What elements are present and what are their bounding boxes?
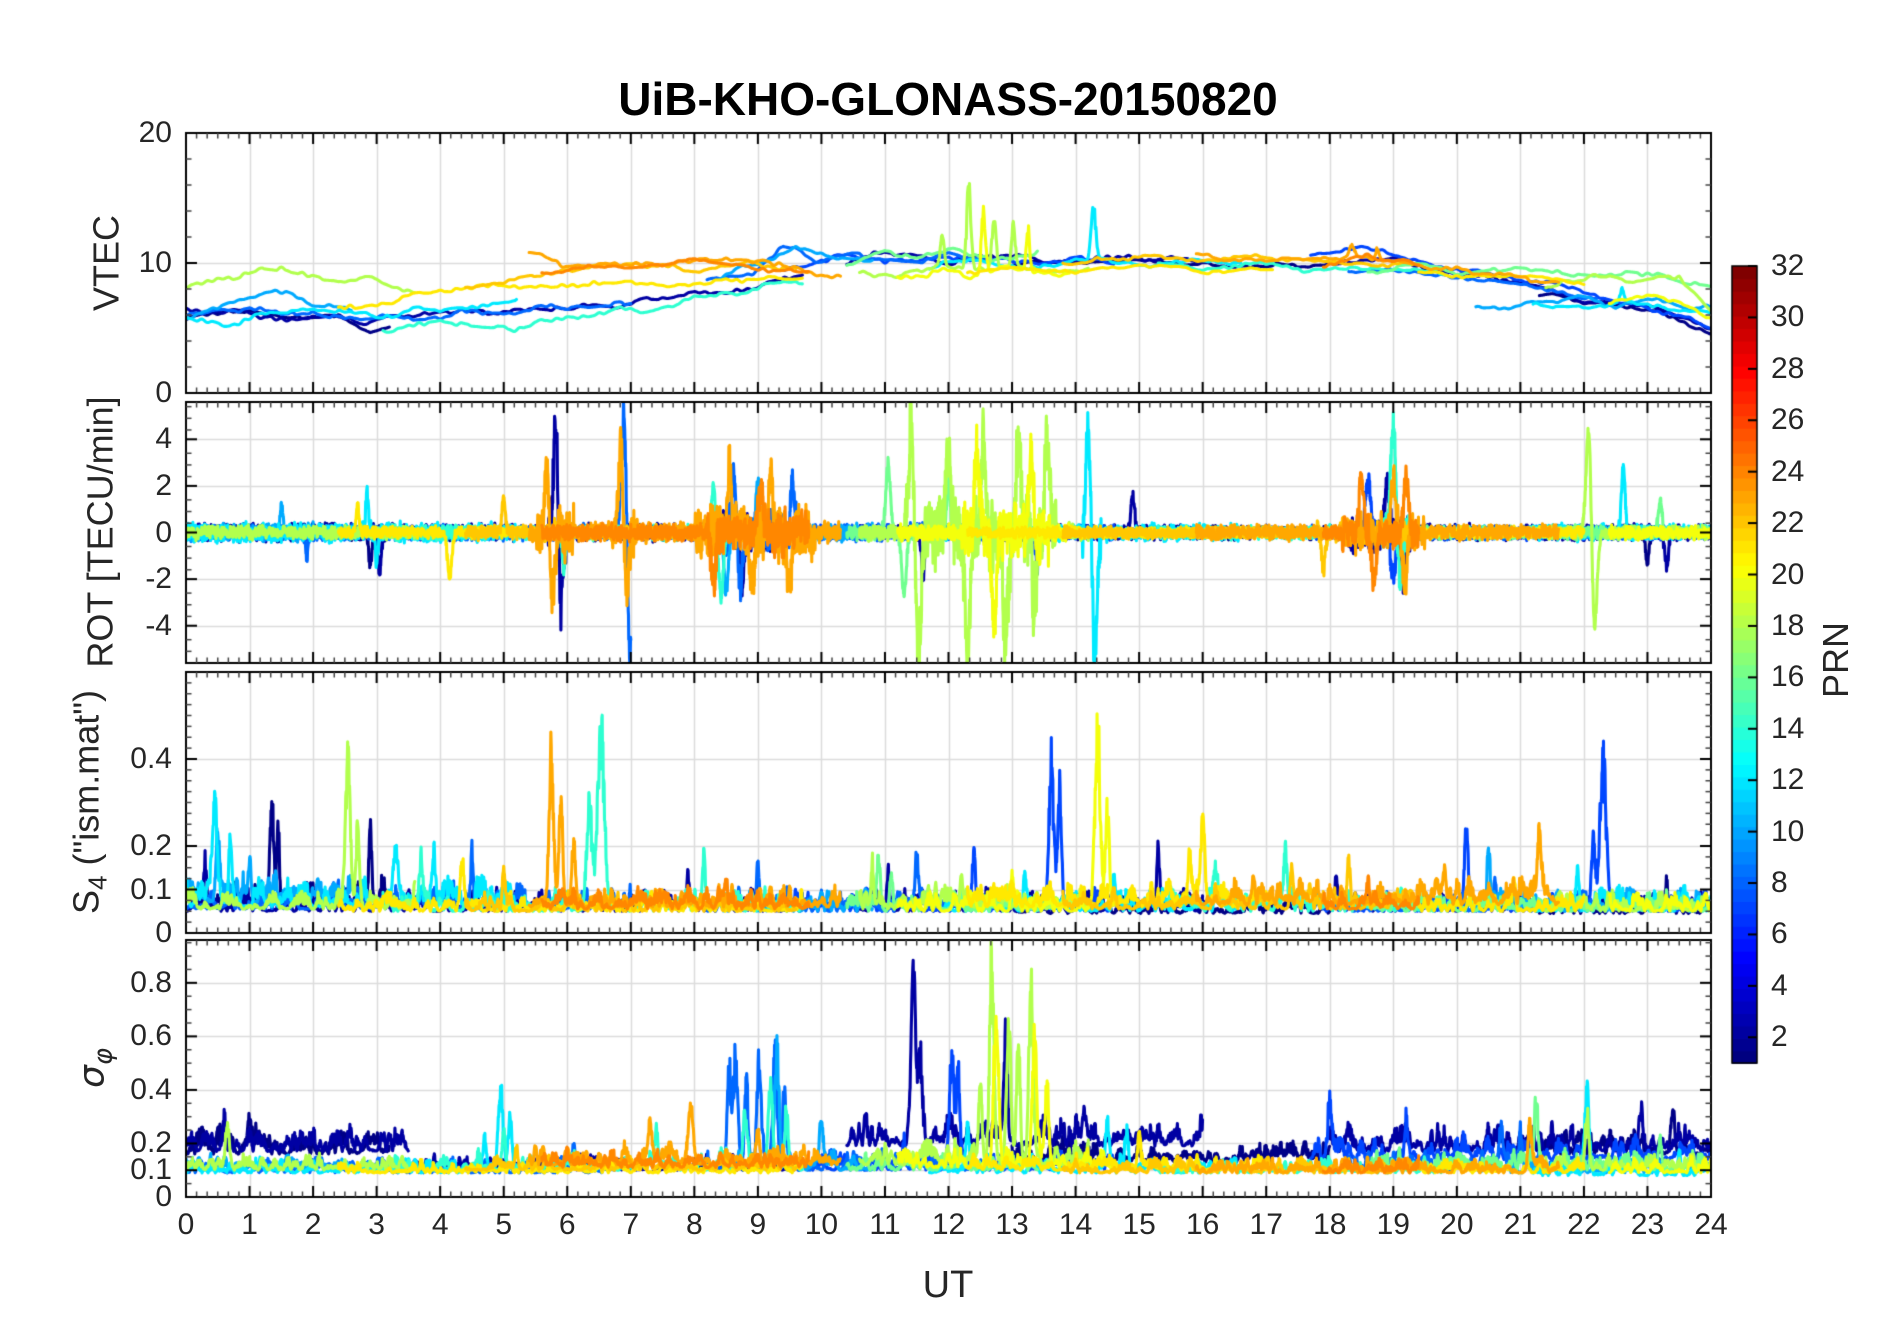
sigma_phi-y-tick-label: 0.4	[130, 1072, 172, 1106]
vtec-y-tick-label: 10	[138, 246, 172, 279]
sigma_phi-y-tick-label: 0.1	[130, 1153, 172, 1187]
x-tick-label: 1	[241, 1208, 258, 1241]
s4-y-tick-label: 0.4	[130, 742, 172, 775]
sigma_phi-y-tick-label: 0	[155, 1180, 172, 1213]
colorbar-tick-label: 18	[1771, 608, 1805, 642]
colorbar-tick-label: 4	[1771, 968, 1788, 1002]
x-tick-label: 23	[1630, 1208, 1665, 1241]
colorbar-tick-label: 2	[1771, 1020, 1788, 1054]
colorbar-tick-label: 26	[1771, 403, 1805, 437]
x-tick-label: 0	[177, 1208, 195, 1241]
colorbar-tick-label: 30	[1771, 300, 1805, 334]
x-axis-label: UT	[922, 1264, 974, 1306]
x-tick-label: 21	[1503, 1208, 1538, 1241]
colorbar-tick-label: 32	[1771, 249, 1805, 282]
x-tick-label: 13	[995, 1208, 1029, 1241]
x-tick-label: 19	[1376, 1208, 1410, 1241]
x-tick-label: 14	[1058, 1208, 1093, 1241]
x-tick-label: 4	[431, 1208, 449, 1241]
colorbar-label: PRN	[1815, 621, 1856, 699]
s4-y-tick-label: 0.2	[130, 829, 172, 862]
colorbar-tick-label: 12	[1771, 763, 1805, 797]
colorbar-tick-label: 24	[1771, 454, 1805, 488]
colorbar-tick-label: 8	[1771, 866, 1788, 900]
x-tick-label: 10	[804, 1208, 839, 1241]
vtec-y-tick-label: 0	[155, 376, 172, 409]
rot-y-tick-label: -4	[145, 608, 172, 642]
x-tick-label: 11	[869, 1208, 901, 1241]
sigma_phi-y-tick-label: 0.8	[130, 965, 172, 999]
x-tick-label: 17	[1249, 1208, 1283, 1241]
colorbar-tick-label: 16	[1771, 660, 1805, 694]
x-tick-label: 8	[685, 1208, 703, 1241]
figure-title: UiB-KHO-GLONASS-20150820	[618, 73, 1278, 125]
x-tick-label: 20	[1440, 1208, 1474, 1241]
x-tick-label: 9	[749, 1208, 767, 1241]
colorbar-tick-label: 6	[1771, 917, 1788, 951]
x-tick-label: 24	[1694, 1208, 1728, 1241]
s4-y-tick-label: 0	[155, 916, 172, 949]
x-tick-label: 7	[622, 1208, 640, 1241]
x-tick-label: 3	[368, 1208, 385, 1241]
colorbar-tick-label: 10	[1771, 814, 1805, 848]
x-tick-label: 15	[1122, 1208, 1156, 1241]
rot-y-tick-label: 4	[155, 422, 172, 456]
x-tick-label: 2	[304, 1208, 322, 1241]
x-tick-label: 22	[1567, 1208, 1601, 1241]
sigma_phi-y-tick-label: 0.2	[130, 1126, 172, 1160]
colorbar-tick-label: 28	[1771, 351, 1805, 385]
x-tick-label: 16	[1185, 1208, 1220, 1241]
colorbar-tick-label: 22	[1771, 506, 1805, 540]
x-tick-label: 6	[558, 1208, 576, 1241]
colorbar-tick-label: 20	[1771, 557, 1805, 591]
colorbar-tick-label: 14	[1771, 711, 1805, 745]
s4-y-tick-label: 0.1	[130, 872, 172, 906]
x-tick-label: 5	[495, 1208, 513, 1241]
rot-y-tick-label: 2	[155, 468, 172, 502]
sigma_phi-y-tick-label: 0.6	[130, 1019, 172, 1053]
x-tick-label: 18	[1313, 1208, 1347, 1241]
rot-y-tick-label: 0	[155, 515, 172, 549]
vtec-y-tick-label: 20	[138, 116, 172, 149]
x-tick-label: 12	[931, 1208, 966, 1241]
rot-y-tick-label: -2	[145, 562, 172, 596]
